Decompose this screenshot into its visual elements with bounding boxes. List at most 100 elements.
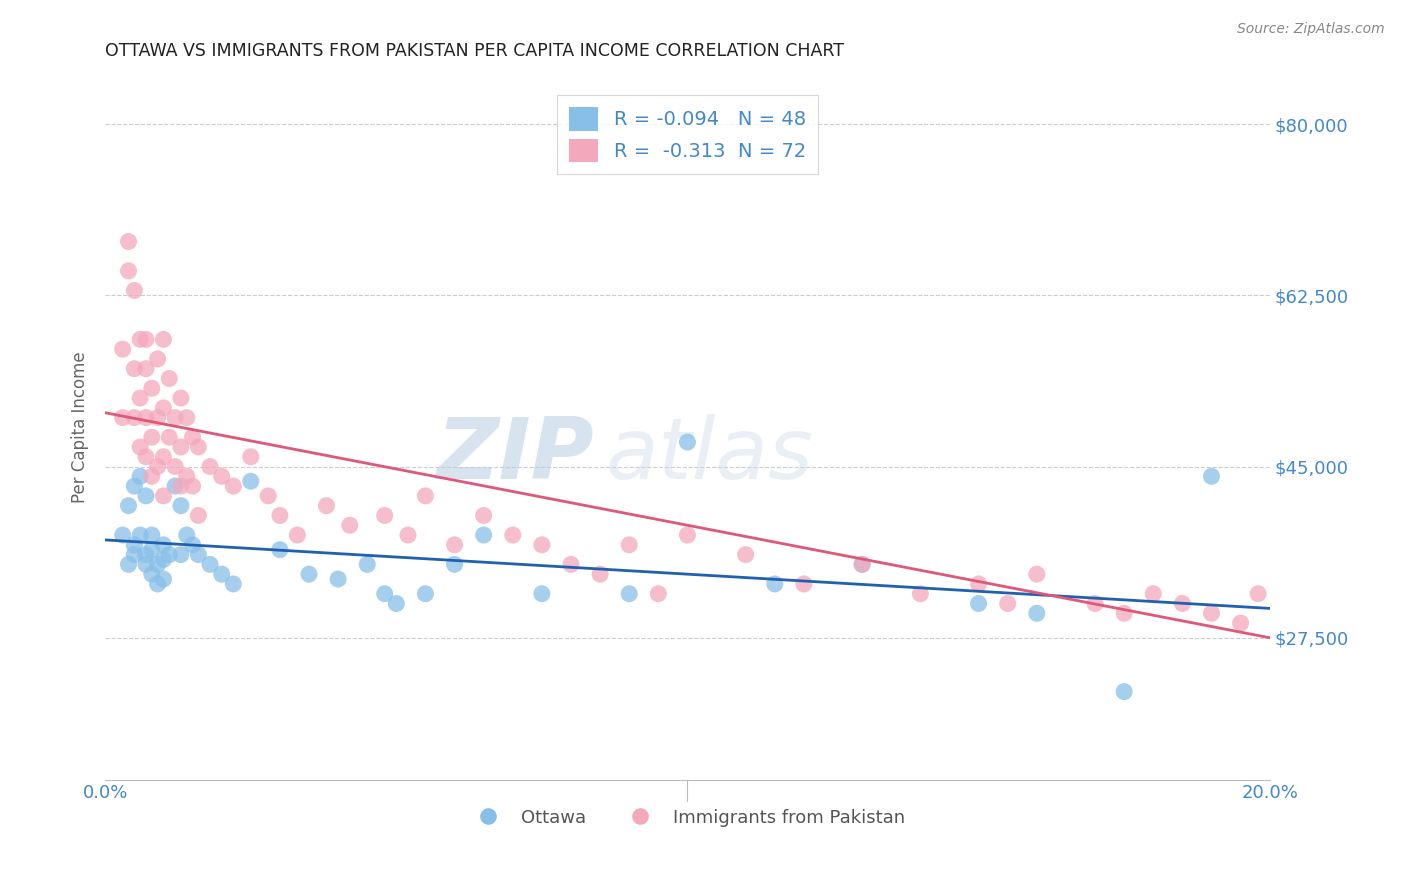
Point <box>1142 587 1164 601</box>
Point <box>176 469 198 483</box>
Point <box>129 391 152 405</box>
Point <box>181 430 204 444</box>
Point <box>135 410 157 425</box>
Point <box>443 538 465 552</box>
Point <box>146 459 169 474</box>
Point <box>141 567 163 582</box>
Point <box>124 361 146 376</box>
Point <box>165 410 187 425</box>
Point <box>141 430 163 444</box>
Point <box>910 587 932 601</box>
Point <box>111 342 134 356</box>
Point <box>1025 567 1047 582</box>
Point <box>676 528 699 542</box>
Point <box>170 440 193 454</box>
Point <box>152 552 174 566</box>
Point <box>1114 684 1136 698</box>
Point <box>187 508 209 523</box>
Point <box>141 469 163 483</box>
Point <box>170 479 193 493</box>
Point <box>135 558 157 572</box>
Point <box>129 528 152 542</box>
Point <box>198 558 221 572</box>
Point <box>124 538 146 552</box>
Point <box>146 410 169 425</box>
Point <box>222 479 245 493</box>
Point <box>135 548 157 562</box>
Point <box>239 474 262 488</box>
Point <box>129 440 152 454</box>
Point <box>851 558 873 572</box>
Point <box>211 469 233 483</box>
Point <box>374 508 396 523</box>
Point <box>124 284 146 298</box>
Point <box>111 410 134 425</box>
Point <box>117 235 139 249</box>
Point <box>315 499 337 513</box>
Point <box>170 548 193 562</box>
Point <box>152 538 174 552</box>
Point <box>676 435 699 450</box>
Point <box>135 332 157 346</box>
Point <box>734 548 756 562</box>
Point <box>181 538 204 552</box>
Point <box>339 518 361 533</box>
Point <box>619 538 641 552</box>
Point <box>187 440 209 454</box>
Point <box>415 587 437 601</box>
Point <box>152 572 174 586</box>
Point <box>176 410 198 425</box>
Point <box>967 597 990 611</box>
Point <box>152 450 174 464</box>
Point <box>269 508 291 523</box>
Point <box>1247 587 1270 601</box>
Point <box>619 587 641 601</box>
Point <box>117 558 139 572</box>
Text: Source: ZipAtlas.com: Source: ZipAtlas.com <box>1237 22 1385 37</box>
Point <box>1229 616 1251 631</box>
Point <box>129 469 152 483</box>
Point <box>298 567 321 582</box>
Point <box>146 577 169 591</box>
Point <box>181 479 204 493</box>
Point <box>967 577 990 591</box>
Point <box>117 499 139 513</box>
Point <box>997 597 1019 611</box>
Point <box>793 577 815 591</box>
Point <box>198 459 221 474</box>
Point <box>647 587 669 601</box>
Point <box>1171 597 1194 611</box>
Point <box>165 459 187 474</box>
Point <box>851 558 873 572</box>
Point <box>187 548 209 562</box>
Point <box>1201 469 1223 483</box>
Text: OTTAWA VS IMMIGRANTS FROM PAKISTAN PER CAPITA INCOME CORRELATION CHART: OTTAWA VS IMMIGRANTS FROM PAKISTAN PER C… <box>105 42 844 60</box>
Point <box>257 489 280 503</box>
Point <box>141 528 163 542</box>
Point <box>157 548 180 562</box>
Point <box>170 499 193 513</box>
Point <box>589 567 612 582</box>
Point <box>170 391 193 405</box>
Point <box>111 528 134 542</box>
Point <box>1084 597 1107 611</box>
Point <box>165 479 187 493</box>
Point <box>124 479 146 493</box>
Point <box>135 361 157 376</box>
Point <box>135 450 157 464</box>
Point <box>157 430 180 444</box>
Point <box>176 528 198 542</box>
Point <box>443 558 465 572</box>
Point <box>222 577 245 591</box>
Point <box>530 538 553 552</box>
Point <box>356 558 378 572</box>
Legend: Ottawa, Immigrants from Pakistan: Ottawa, Immigrants from Pakistan <box>463 802 912 834</box>
Point <box>1114 607 1136 621</box>
Point <box>157 371 180 385</box>
Point <box>141 542 163 557</box>
Point <box>1025 607 1047 621</box>
Point <box>152 401 174 415</box>
Point <box>124 548 146 562</box>
Point <box>211 567 233 582</box>
Point <box>124 410 146 425</box>
